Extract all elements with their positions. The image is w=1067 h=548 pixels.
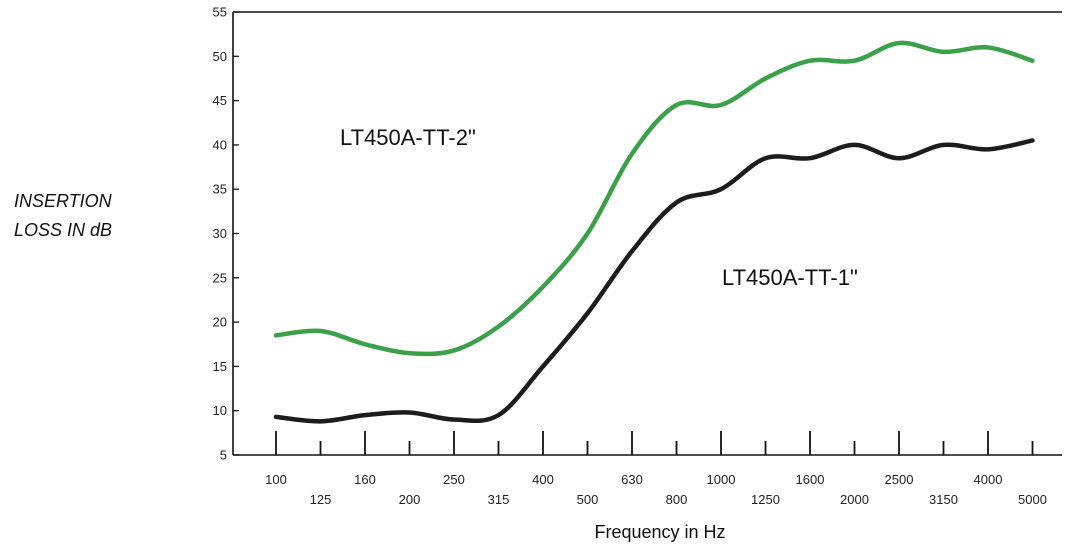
x-tick-label: 160 (354, 472, 376, 487)
series-label-1in: LT450A-TT-1" (722, 265, 858, 290)
series-label-2in: LT450A-TT-2" (340, 125, 476, 150)
series-line-1 (273, 138, 1035, 424)
y-tick-label: 45 (213, 93, 227, 108)
x-tick-label: 200 (399, 492, 421, 507)
x-tick-label: 1250 (751, 492, 780, 507)
x-tick-label: 500 (577, 492, 599, 507)
y-axis-title-line1: INSERTION (14, 191, 113, 211)
x-tick-label: 1600 (796, 472, 825, 487)
y-tick-label: 30 (213, 226, 227, 241)
x-tick-label: 1000 (707, 472, 736, 487)
x-tick-label: 800 (666, 492, 688, 507)
x-tick-label: 250 (443, 472, 465, 487)
x-tick-label: 400 (532, 472, 554, 487)
y-tick-label: 40 (213, 137, 227, 152)
y-tick-label: 20 (213, 315, 227, 330)
y-tick-label: 55 (213, 5, 227, 20)
y-axis-title-line2: LOSS IN dB (14, 220, 112, 240)
x-tick-label: 630 (621, 472, 643, 487)
y-tick-label: 10 (213, 403, 227, 418)
series-line-0 (273, 40, 1035, 357)
y-ticks: 5 10 15 20 25 30 35 40 45 50 55 (213, 5, 239, 463)
y-tick-label: 25 (213, 270, 227, 285)
x-tick-label: 100 (265, 472, 287, 487)
x-tick-label: 2000 (840, 492, 869, 507)
x-tick-label: 3150 (929, 492, 958, 507)
x-ticks: 100 125 160 200 250 315 400 500 630 800 1000 1250 16… (265, 431, 1047, 507)
x-tick-label: 5000 (1018, 492, 1047, 507)
y-tick-label: 15 (213, 359, 227, 374)
x-tick-label: 315 (488, 492, 510, 507)
y-tick-label: 50 (213, 49, 227, 64)
x-axis-title: Frequency in Hz (594, 522, 725, 542)
series-lines (273, 40, 1035, 424)
x-tick-label: 2500 (885, 472, 914, 487)
y-tick-label: 5 (220, 448, 227, 463)
x-tick-label: 4000 (974, 472, 1003, 487)
y-tick-label: 35 (213, 182, 227, 197)
x-tick-label: 125 (310, 492, 332, 507)
